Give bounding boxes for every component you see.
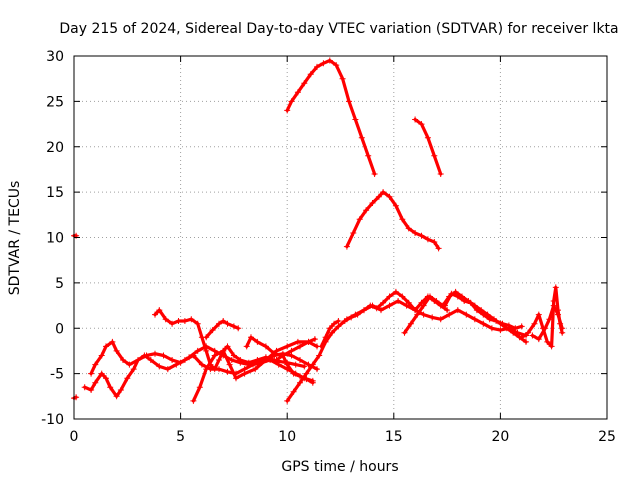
y-tick-label: -5 [50, 367, 64, 383]
series-trace-19 [412, 116, 444, 177]
series-line [345, 190, 441, 250]
series-trace-18 [343, 189, 442, 252]
y-axis-label: SDTVAR / TECUs [7, 181, 23, 296]
series-markers [529, 302, 566, 343]
plot-frame [73, 55, 608, 420]
series-trace-14 [442, 290, 525, 332]
series-trace-16 [529, 302, 566, 343]
series-markers [412, 116, 444, 177]
y-tick-label: -10 [41, 412, 64, 428]
x-tick-label: 0 [70, 429, 79, 445]
series-trace-12 [343, 298, 529, 339]
axes: 0 5 10 15 20 25 -10 -5 0 5 10 15 20 25 30 [41, 49, 616, 445]
y-tick-label: 10 [46, 231, 64, 247]
x-tick-label: 5 [176, 429, 185, 445]
y-tick-label: 25 [46, 94, 64, 110]
series-trace-10 [284, 288, 451, 404]
chart-title: Day 215 of 2024, Sidereal Day-to-day VTE… [59, 21, 618, 37]
y-tick-label: 5 [55, 276, 64, 292]
series-line [345, 299, 528, 338]
series-markers [343, 189, 442, 252]
x-axis-label: GPS time / hours [281, 459, 398, 475]
x-tick-label: 20 [491, 429, 509, 445]
series-trace-13 [401, 288, 529, 345]
series-trace-2 [71, 394, 80, 402]
x-tick-label: 15 [385, 429, 403, 445]
series-markers [318, 318, 342, 350]
series-markers [273, 352, 316, 386]
series-trace-17 [284, 57, 378, 177]
series-trace-9 [273, 352, 316, 386]
grid [74, 56, 607, 419]
x-tick-label: 10 [278, 429, 296, 445]
series-markers [203, 318, 242, 341]
x-tick-label: 25 [598, 429, 616, 445]
series-markers [284, 57, 378, 177]
series-line [245, 335, 317, 358]
data-layer [71, 57, 566, 404]
series-markers [71, 394, 80, 402]
series-line [402, 290, 528, 344]
series-line [520, 285, 564, 348]
series-trace-7 [203, 318, 242, 341]
y-tick-label: 15 [46, 185, 64, 201]
series-line [285, 58, 377, 176]
y-tick-label: 20 [46, 140, 64, 156]
y-tick-label: 0 [55, 321, 64, 337]
series-markers [442, 290, 525, 332]
series-trace-11 [318, 318, 342, 350]
series-trace-8 [243, 334, 318, 359]
y-tick-label: 30 [46, 49, 64, 65]
